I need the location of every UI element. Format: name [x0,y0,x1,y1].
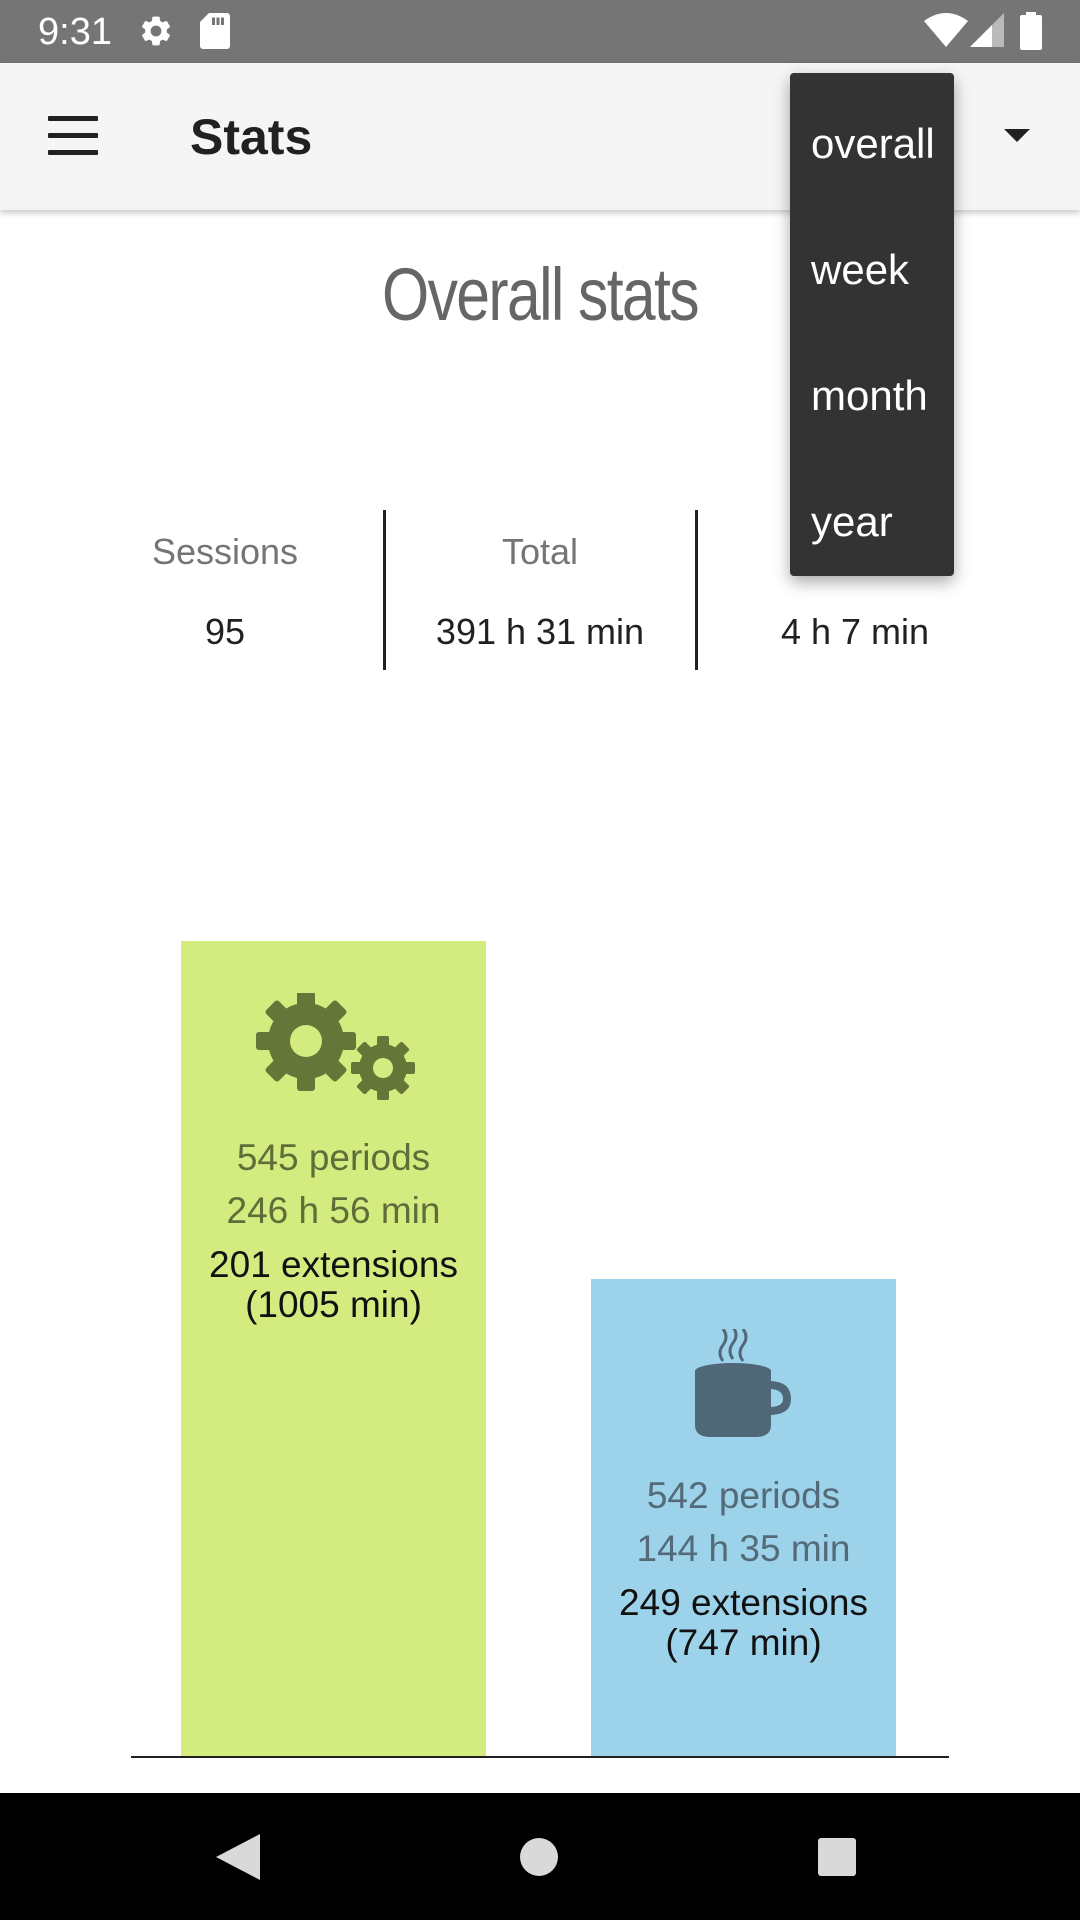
dropdown-item-month[interactable]: month [811,372,928,419]
coffee-cup-icon [695,1329,791,1437]
dropdown-item-week[interactable]: week [811,246,910,293]
sd-card-icon [200,13,230,49]
hamburger-menu-icon[interactable] [48,116,98,156]
average-value: 4 h 7 min [780,611,930,652]
navigation-bar [0,1793,1080,1920]
work-duration: 246 h 56 min [226,1190,441,1231]
work-extensions: 201 extensions [209,1244,458,1285]
wifi-icon [924,13,968,47]
break-duration: 144 h 35 min [636,1528,851,1569]
gear-icon [141,16,171,46]
sessions-value: 95 [204,611,246,652]
dropdown-item-year[interactable]: year [811,498,893,545]
period-dropdown-menu: overall week month year [790,73,954,576]
stat-divider [383,510,386,670]
chart-baseline [131,1756,949,1758]
signal-icon [970,13,1004,47]
stat-divider [695,510,698,670]
work-bar: 545 periods 246 h 56 min 201 extensions … [181,941,486,1756]
break-extension-minutes: (747 min) [665,1622,822,1663]
status-bar: 9:31 [0,0,1080,63]
stats-summary: Sessions 95 Total 391 h 31 min 4 h 7 min [0,510,1080,670]
dropdown-item-overall[interactable]: overall [811,120,935,167]
total-label: Total [501,531,579,572]
break-extensions: 249 extensions [619,1582,868,1623]
sessions-label: Sessions [151,531,299,572]
break-bar: 542 periods 144 h 35 min 249 extensions … [591,1279,896,1756]
recents-icon[interactable] [818,1838,856,1876]
page-title: Stats [190,109,313,165]
stats-heading: Overall stats [382,253,700,336]
total-stat: Total 391 h 31 min [384,510,696,670]
gears-icon [256,993,415,1100]
total-value: 391 h 31 min [435,611,645,652]
battery-icon [1020,12,1042,50]
work-periods: 545 periods [236,1137,431,1178]
sessions-stat: Sessions 95 [69,510,381,670]
dropdown-arrow-icon[interactable] [1004,129,1030,142]
back-icon[interactable] [216,1834,260,1880]
work-extension-minutes: (1005 min) [245,1284,422,1325]
home-icon[interactable] [520,1838,558,1876]
average-stat: 4 h 7 min [699,510,1011,670]
status-time: 9:31 [38,11,112,53]
break-periods: 542 periods [646,1475,841,1516]
